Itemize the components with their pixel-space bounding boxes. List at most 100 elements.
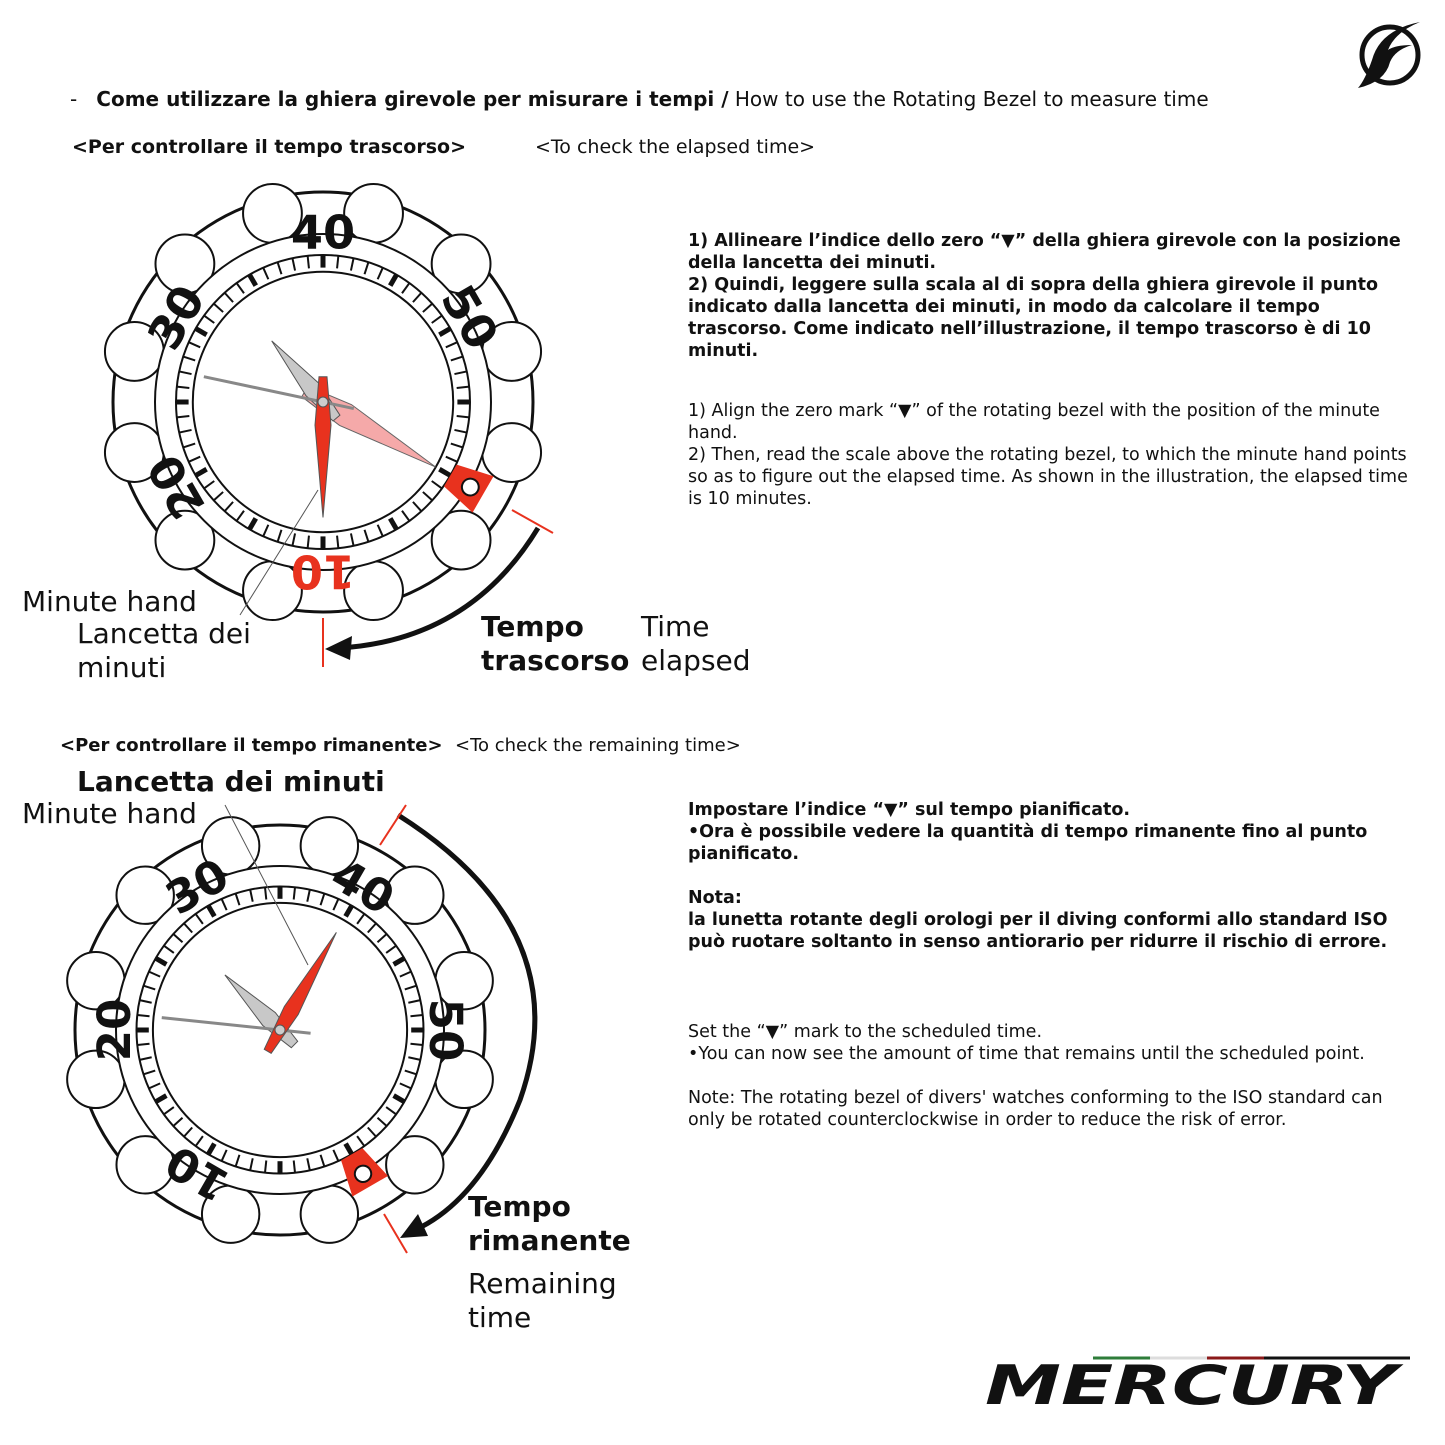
- bezel-number-10: 10: [291, 544, 355, 598]
- minute-marker: [213, 491, 224, 502]
- bezel-number-40: 40: [291, 206, 355, 260]
- zero-triangle-marker: [444, 464, 494, 513]
- minute-marker: [148, 970, 161, 978]
- minute-marker: [363, 529, 370, 543]
- bezel-scallop: [430, 509, 492, 571]
- label-line: Tempo: [481, 610, 584, 643]
- label-line: time: [468, 1301, 532, 1334]
- minute-marker: [438, 467, 452, 478]
- minute-marker: [456, 415, 470, 419]
- minute-marker: [213, 302, 224, 313]
- minute-marker: [276, 529, 283, 543]
- bezel-scallop: [154, 233, 216, 295]
- minute-marker: [306, 255, 310, 269]
- remaining-arrow: [396, 812, 538, 1233]
- section2-instructions-italian: Impostare l’indice “▼” sul tempo pianifi…: [688, 799, 1408, 953]
- minute-marker: [182, 355, 196, 362]
- minute-marker: [203, 314, 215, 324]
- bezel-scallop: [115, 1135, 175, 1195]
- label-line: rimanente: [468, 1224, 631, 1257]
- zero-triangle-marker: [341, 1148, 388, 1197]
- center-pin: [317, 396, 329, 408]
- minute-marker: [172, 933, 184, 943]
- minute-marker: [450, 442, 464, 449]
- label-minute-hand-en-2: Minute hand: [22, 797, 197, 830]
- remaining-end-tick: [383, 1213, 408, 1254]
- label-remaining-en: Remaining time: [468, 1267, 617, 1335]
- minute-marker: [392, 1093, 406, 1104]
- minute-marker: [291, 533, 297, 546]
- minute-marker: [356, 913, 366, 925]
- page-title: - Come utilizzare la ghiera girevole per…: [70, 87, 1209, 111]
- minute-marker: [343, 904, 354, 918]
- minute-marker: [176, 385, 190, 389]
- note-italian: la lunetta rotante degli orologi per il …: [688, 910, 1388, 952]
- set-mark-italian: Impostare l’indice “▼” sul tempo pianifi…: [688, 800, 1131, 820]
- minute-marker: [234, 893, 241, 906]
- minute-marker: [220, 898, 228, 911]
- minute-marker: [183, 922, 193, 934]
- minute-marker: [137, 1014, 150, 1018]
- label-remaining-it: Tempo rimanente: [468, 1190, 631, 1258]
- note-english: Note: The rotating bezel of divers' watc…: [688, 1088, 1383, 1130]
- minute-marker: [404, 1069, 417, 1076]
- bezel-scallop: [385, 865, 445, 925]
- minute-marker: [154, 1093, 168, 1104]
- minute-marker: [450, 355, 464, 362]
- minute-hand: [314, 376, 332, 518]
- minute-marker: [412, 501, 423, 512]
- minute-marker: [235, 282, 245, 294]
- set-mark-english: Set the “▼” mark to the scheduled time.: [688, 1022, 1043, 1042]
- minute-marker: [176, 415, 190, 419]
- minute-marker: [363, 261, 370, 275]
- label-minute-hand-en: Minute hand: [22, 585, 197, 618]
- minute-marker: [336, 255, 340, 269]
- minute-marker: [404, 984, 417, 991]
- minute-hand-pointer-2: [224, 804, 309, 966]
- minute-marker: [223, 501, 234, 512]
- section1-instructions-italian: 1) Allineare l’indice dello zero “▼” del…: [688, 230, 1408, 362]
- note-title-italian: Nota:: [688, 888, 742, 908]
- minute-marker: [388, 517, 399, 531]
- brand-f-logo: [1358, 22, 1421, 88]
- minute-hand-pointer: [239, 489, 319, 616]
- minute-marker: [401, 282, 411, 294]
- minute-marker: [410, 1014, 423, 1018]
- label-minute-hand-it-2: Lancetta dei minuti: [77, 765, 385, 798]
- minute-marker: [194, 326, 208, 337]
- minute-marker: [163, 1106, 175, 1116]
- minute-marker: [376, 524, 384, 537]
- minute-marker: [194, 913, 204, 925]
- minute-marker: [247, 273, 258, 287]
- minute-marker: [306, 535, 310, 549]
- minute-marker: [454, 428, 467, 434]
- minute-marker: [163, 944, 175, 954]
- minute-marker: [388, 273, 399, 287]
- minute-marker: [183, 1126, 193, 1138]
- minute-marker: [445, 341, 458, 349]
- minute-marker: [445, 455, 458, 463]
- minute-marker: [203, 480, 215, 490]
- minute-marker: [356, 1135, 366, 1147]
- minute-marker: [349, 258, 355, 271]
- label-line: Lancetta dei: [77, 617, 251, 650]
- minute-marker: [408, 1056, 421, 1061]
- minute-marker: [292, 887, 296, 900]
- minute-marker: [399, 970, 412, 978]
- minute-marker: [401, 510, 411, 522]
- minute-marker: [247, 517, 258, 531]
- minute-marker: [306, 1158, 311, 1171]
- bezel-number-50: 50: [419, 999, 472, 1062]
- bezel-scallop: [481, 422, 543, 483]
- step2-english: 2) Then, read the scale above the rotati…: [688, 445, 1408, 509]
- label-line: elapsed: [641, 644, 751, 677]
- minute-marker: [139, 1056, 152, 1061]
- minute-marker: [343, 1142, 354, 1156]
- minute-marker: [143, 1069, 156, 1076]
- title-english: How to use the Rotating Bezel to measure…: [734, 87, 1209, 111]
- minute-marker: [456, 385, 470, 389]
- minute-marker: [422, 302, 433, 313]
- minute-marker: [188, 341, 201, 349]
